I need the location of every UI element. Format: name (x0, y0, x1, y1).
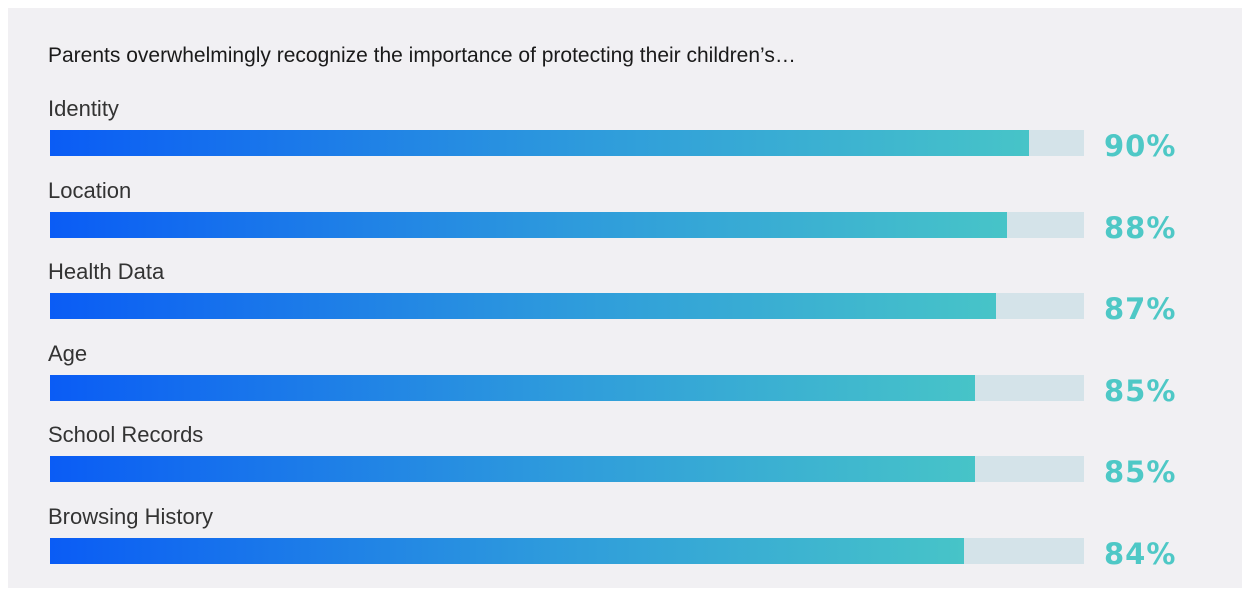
bar (50, 456, 975, 483)
bar (50, 538, 964, 564)
bar (50, 211, 1008, 238)
category-label: School Records (48, 422, 204, 448)
data-label: 84% (1104, 537, 1177, 571)
category-label: Location (48, 177, 132, 203)
bar-track (50, 293, 1084, 320)
category-label: Health Data (48, 259, 165, 285)
data-label: 90% (1104, 129, 1177, 163)
bar-track (50, 456, 1084, 483)
category-label: Identity (48, 96, 119, 121)
chart-title: Parents overwhelmingly recognize the imp… (48, 44, 796, 67)
data-label: 85% (1104, 455, 1177, 490)
bar-track (50, 130, 1084, 156)
data-label: 87% (1104, 292, 1177, 327)
bar-track (50, 374, 1084, 401)
data-label: 88% (1104, 210, 1177, 245)
bar (50, 293, 997, 320)
bar-track (50, 538, 1084, 564)
data-label: 85% (1104, 373, 1177, 408)
bar (50, 130, 1029, 156)
bar-track (50, 211, 1084, 238)
category-label: Browsing History (48, 504, 214, 529)
bar (50, 374, 975, 401)
category-label: Age (48, 340, 88, 366)
